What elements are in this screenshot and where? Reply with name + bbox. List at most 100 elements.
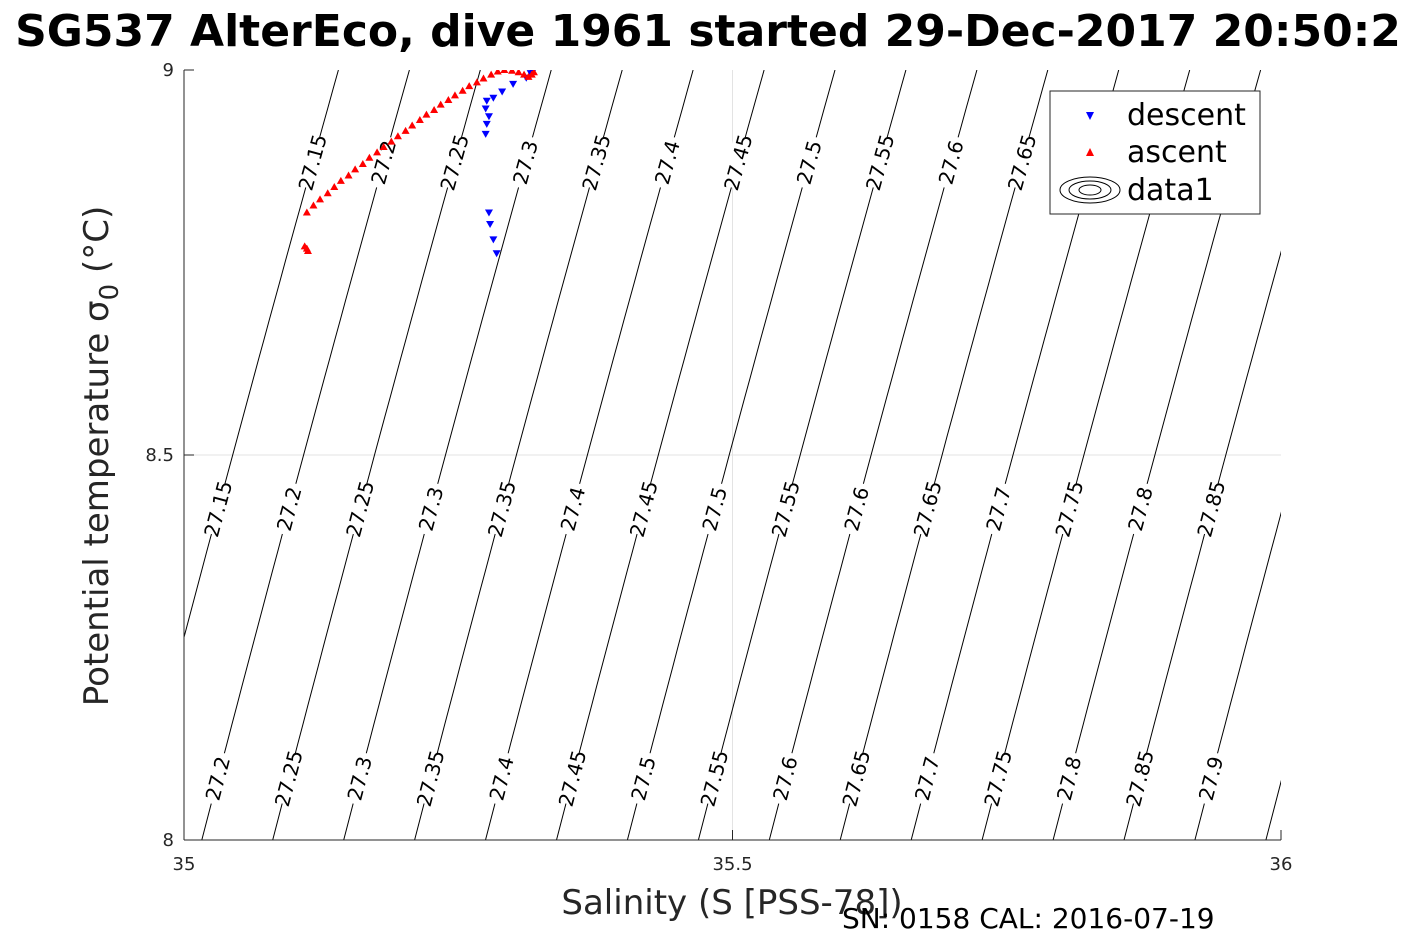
contour-label-bg — [626, 750, 661, 807]
y-axis-label-subscript: 0 — [95, 284, 125, 301]
contour-label-bg — [1052, 480, 1087, 537]
contour-label-bg — [342, 480, 378, 537]
contour-label-bg — [1193, 750, 1229, 807]
x-axis-label: Salinity (S [PSS-78]) — [561, 883, 902, 923]
tick-labels: 35 35.5 36 8 8.5 9 — [145, 60, 1292, 875]
axes — [183, 69, 1282, 841]
isopycnal-27.25 — [272, 70, 481, 840]
contour-label-bg — [1051, 750, 1087, 807]
isopycnal-27.95 — [1265, 779, 1281, 840]
contour-label-bg — [720, 134, 756, 191]
contour-label-bg — [295, 134, 331, 191]
ascent-point — [323, 189, 332, 197]
legend-ascent-label: ascent — [1127, 135, 1227, 170]
ascent-point — [330, 183, 339, 191]
descent-point — [509, 80, 518, 88]
contour-label-bg — [507, 134, 544, 191]
contour-label-bg — [555, 480, 591, 537]
isopycnal-27.65 — [839, 70, 1049, 840]
ascent-point — [487, 70, 496, 78]
x-tick-label: 35 — [173, 854, 196, 875]
contour-label-bg — [910, 480, 945, 537]
contour-label-bg — [484, 480, 520, 537]
isopycnal-27.9 — [1194, 511, 1281, 840]
isopycnal-28 — [1337, 70, 1417, 840]
ascent-point — [300, 242, 309, 250]
ascent-point — [514, 70, 523, 76]
y-tick-label: 9 — [163, 60, 174, 81]
isopycnal-27.55 — [697, 70, 907, 840]
ascent-point — [393, 132, 402, 140]
contour-label-bg — [555, 750, 590, 807]
isopycnal-27.3 — [343, 70, 552, 840]
contour-label-bg — [981, 480, 1016, 537]
legend: descent ascent data1 — [1049, 90, 1261, 215]
descent-point — [486, 221, 495, 228]
ascent-point — [387, 137, 396, 145]
legend-descent-label: descent — [1127, 98, 1246, 133]
isopycnal-27.85 — [1123, 250, 1281, 840]
ascent-point — [479, 74, 488, 82]
ascent-point — [529, 70, 538, 76]
ascent-point — [508, 70, 517, 74]
ascent-point — [465, 82, 474, 90]
ascent-point — [401, 126, 410, 134]
isopycnal-27.2 — [201, 70, 410, 840]
ascent-point — [436, 100, 445, 108]
contour-label-bg — [1122, 750, 1158, 807]
contour-label-bg — [839, 480, 874, 537]
contour-label-bg — [649, 134, 685, 191]
contour-label-bg — [271, 480, 307, 537]
ascent-point — [309, 201, 318, 209]
ascent-point — [358, 159, 367, 167]
isopycnal-27.45 — [556, 70, 765, 840]
contour-label-bg — [200, 480, 236, 537]
contour-label-bg — [839, 750, 874, 807]
descent-point — [492, 250, 501, 258]
ascent-point — [344, 171, 353, 179]
isopycnal-27.35 — [414, 70, 623, 840]
contour-label-bg — [909, 750, 945, 807]
isopycnal-27.6 — [768, 70, 978, 840]
contour-label-bg — [697, 750, 732, 807]
contour-label-bg — [484, 750, 519, 807]
contour-label-bg — [791, 134, 827, 191]
contour-label-bg — [980, 750, 1016, 807]
ascent-point — [430, 106, 439, 114]
ascent-point — [458, 86, 467, 94]
legend-box — [1049, 90, 1261, 215]
descent-point — [484, 209, 493, 217]
ascent-series — [300, 70, 538, 254]
x-tick-label: 36 — [1270, 854, 1293, 875]
ascent-point — [408, 121, 417, 129]
descent-point — [481, 130, 490, 138]
ascent-point — [493, 70, 502, 75]
contour-label-bg — [200, 750, 236, 807]
grid-lines — [184, 70, 1281, 840]
legend-ascent-marker — [1086, 148, 1094, 156]
contour-label-bg — [697, 480, 733, 537]
contour-label-bg — [437, 134, 473, 191]
contour-label-bg — [1123, 480, 1158, 537]
ascent-point — [444, 96, 453, 104]
contour-label-bg — [862, 134, 898, 191]
y-tick-label: 8.5 — [145, 445, 174, 466]
footer-serial-cal: SN: 0158 CAL: 2016-07-19 — [842, 902, 1215, 935]
descent-point — [482, 97, 491, 105]
chart-title: SG537 AlterEco, dive 1961 started 29-Dec… — [15, 6, 1401, 57]
descent-point — [498, 88, 507, 96]
ascent-point — [373, 148, 382, 156]
isopycnal-27.5 — [626, 70, 836, 840]
contour-label-bg — [1193, 480, 1229, 537]
contour-label-bg — [933, 134, 969, 191]
y-tick-label: 8 — [163, 830, 174, 851]
ascent-point — [472, 78, 481, 86]
ascent-point — [450, 91, 459, 99]
isopycnal-27.15 — [184, 70, 339, 640]
descent-point — [481, 105, 490, 113]
contour-label-bg — [413, 750, 448, 807]
descent-point — [482, 120, 491, 128]
descent-point — [489, 236, 498, 244]
legend-descent-marker — [1086, 112, 1094, 120]
